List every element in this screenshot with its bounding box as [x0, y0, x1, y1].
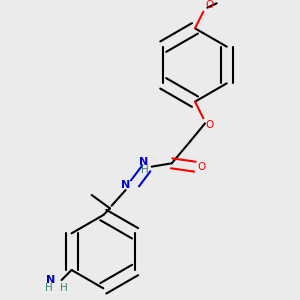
Text: H: H — [60, 283, 68, 293]
Text: O: O — [205, 0, 213, 10]
Text: N: N — [46, 275, 55, 285]
Text: N: N — [121, 180, 130, 190]
Text: O: O — [205, 120, 213, 130]
Text: H: H — [141, 165, 148, 175]
Text: N: N — [139, 157, 148, 167]
Text: O: O — [198, 162, 206, 172]
Text: H: H — [46, 283, 53, 293]
